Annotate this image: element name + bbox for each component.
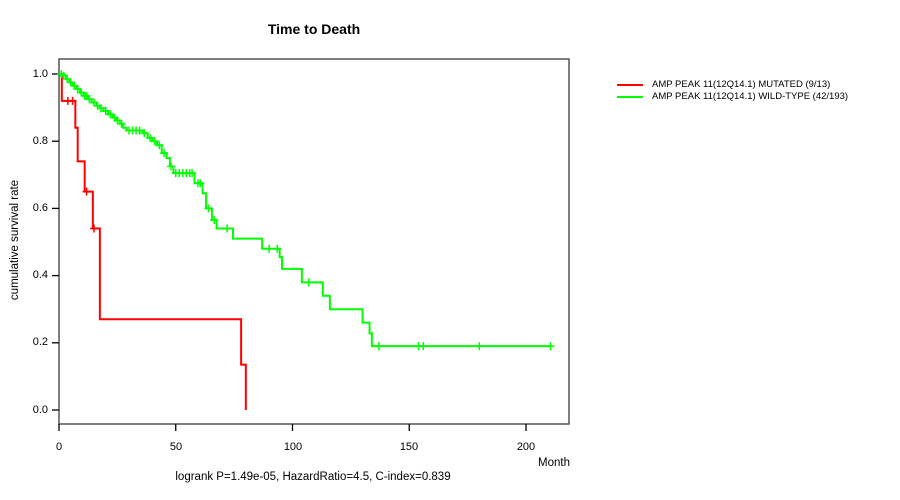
plot-frame <box>58 58 570 425</box>
censor-mark <box>117 119 126 128</box>
legend-label-wildtype: AMP PEAK 11(12Q14.1) WILD-TYPE (42/193) <box>652 91 849 102</box>
y-tick-label-0.4: 0.4 <box>32 269 48 281</box>
censor-mark <box>475 342 484 351</box>
y-tick-label-1.0: 1.0 <box>32 68 48 80</box>
censor-mark <box>101 106 110 115</box>
censor-mark <box>140 129 149 138</box>
censor-mark <box>85 95 94 104</box>
x-tick-label-0: 0 <box>55 441 63 453</box>
y-tick-label-0.2: 0.2 <box>32 336 48 348</box>
censor-mark <box>82 187 91 196</box>
legend-label-mutated: AMP PEAK 11(12Q14.1) MUTATED (9/13) <box>652 79 831 90</box>
censor-mark <box>546 342 555 351</box>
censor-mark <box>265 244 274 253</box>
censor-mark <box>113 116 122 125</box>
x-tick-label-200: 200 <box>516 441 536 453</box>
mutated-line-swatch <box>617 83 643 86</box>
censor-mark <box>223 224 232 233</box>
y-tick-label-0.8: 0.8 <box>32 135 48 147</box>
censor-mark <box>374 342 383 351</box>
censor-mark <box>204 204 213 213</box>
censor-mark <box>419 342 428 351</box>
censor-mark <box>106 110 115 119</box>
x-axis-title: Month <box>538 457 570 469</box>
censor-mark <box>146 133 155 142</box>
y-tick-label-0.6: 0.6 <box>32 202 48 214</box>
legend-item-wildtype: AMP PEAK 11(12Q14.1) WILD-TYPE (42/193) <box>617 91 900 102</box>
wildtype-line-swatch <box>617 95 643 98</box>
censor-mark <box>188 169 197 178</box>
censor-mark <box>273 244 282 253</box>
legend-item-mutated: AMP PEAK 11(12Q14.1) MUTATED (9/13) <box>617 79 900 90</box>
censor-mark <box>196 179 205 188</box>
x-tick-label-50: 50 <box>169 441 183 453</box>
survival-curve-wildtype <box>59 73 552 348</box>
censor-mark <box>90 224 99 233</box>
censor-mark <box>304 278 313 287</box>
censor-mark <box>155 141 164 150</box>
censor-mark <box>68 96 77 105</box>
censor-mark <box>150 137 159 146</box>
censor-mark <box>97 104 106 113</box>
censor-mark <box>167 162 176 171</box>
x-tick-label-100: 100 <box>283 441 303 453</box>
censor-mark <box>160 148 169 157</box>
survival-curve-mutated <box>59 73 247 410</box>
y-tick-label-0.0: 0.0 <box>32 404 48 416</box>
legend: AMP PEAK 11(12Q14.1) MUTATED (9/13) AMP … <box>617 79 900 103</box>
censor-mark <box>210 216 219 225</box>
logrank-stats-annotation: logrank P=1.49e-05, HazardRatio=4.5, C-i… <box>175 471 451 483</box>
y-axis-title: cumulative survival rate <box>9 179 21 301</box>
chart-title: Time to Death <box>267 21 361 37</box>
censor-mark <box>135 126 144 135</box>
x-tick-label-150: 150 <box>399 441 419 453</box>
